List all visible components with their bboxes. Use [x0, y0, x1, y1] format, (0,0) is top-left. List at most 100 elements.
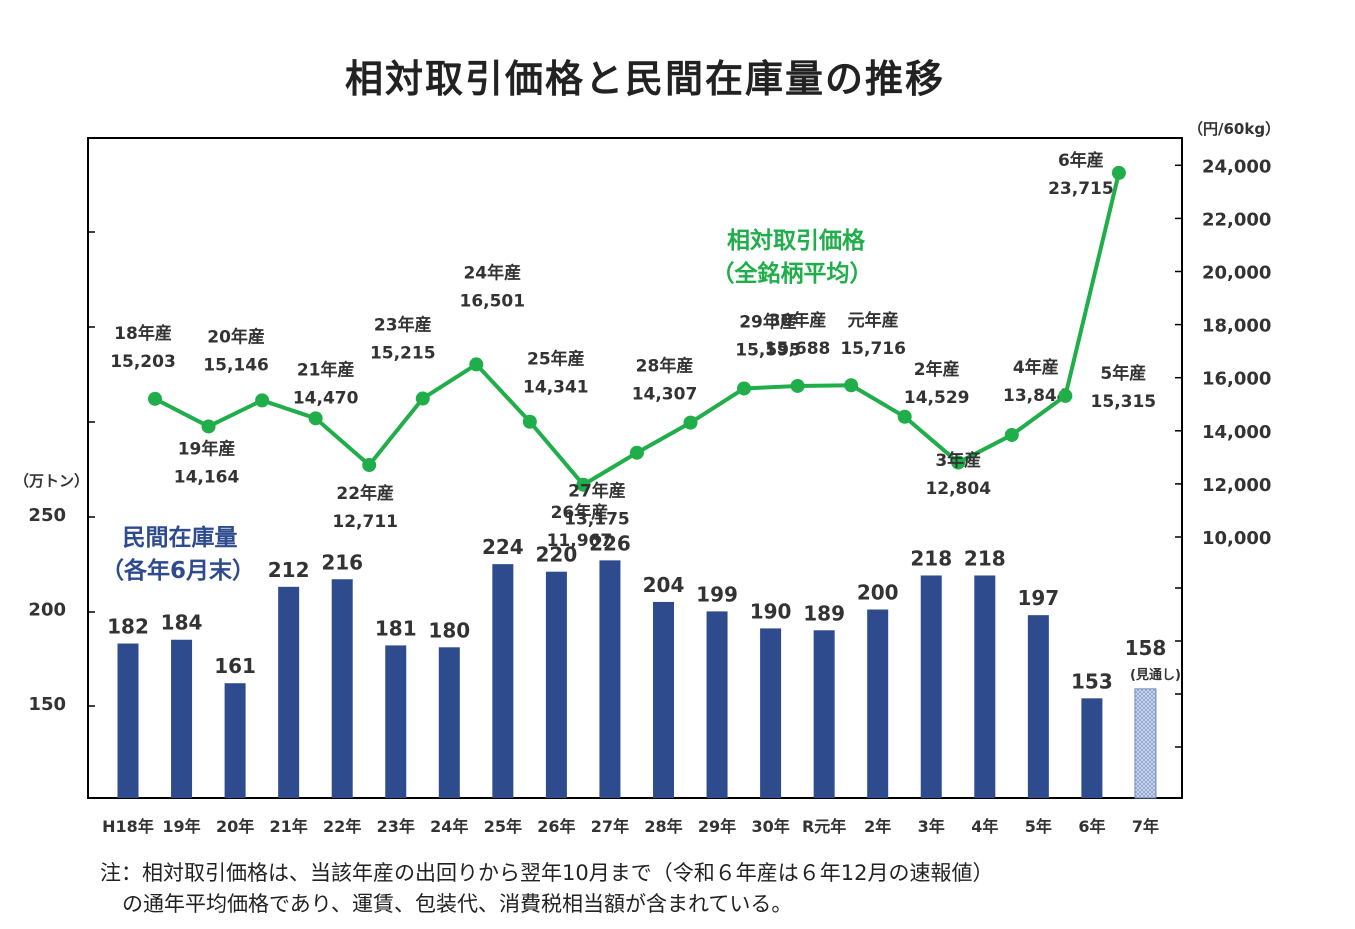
stock-bar-value: 189: [803, 601, 845, 625]
price-point-value: 12,804: [925, 479, 991, 499]
stock-bar: [331, 579, 353, 798]
price-point-name: 3年産: [935, 450, 981, 471]
footnote: 注：相対取引価格は、当該年産の出回りから翌年10月まで（令和６年産は６年12月の…: [100, 858, 993, 920]
category-label: 21年: [270, 817, 308, 836]
right-tick-label: 24,000: [1202, 156, 1271, 177]
price-point: [308, 411, 323, 426]
price-point-value: 15,315: [1091, 392, 1157, 412]
stock-bar-value: 216: [321, 550, 363, 574]
price-point: [844, 378, 859, 393]
price-point-value: 12,711: [332, 512, 398, 532]
price-point-value: 15,203: [110, 352, 176, 372]
price-point-value: 15,595: [735, 340, 801, 360]
stock-bar: [706, 611, 728, 798]
category-label: 19年: [162, 817, 200, 836]
footnote-line-1: 注：相対取引価格は、当該年産の出回りから翌年10月まで（令和６年産は６年12月の…: [100, 861, 994, 885]
stock-bar-value: 204: [643, 573, 685, 597]
price-point-value: 14,529: [904, 388, 970, 408]
price-point-value: 13,175: [564, 510, 630, 530]
price-point: [683, 415, 698, 430]
price-point-name: 26年産: [551, 502, 609, 523]
price-point-name: 元年産: [848, 310, 899, 331]
stock-bar: [867, 609, 889, 798]
stock-bar-value: 161: [214, 654, 256, 678]
category-label: 30年: [751, 817, 789, 836]
stock-bar-value: 158: [1125, 636, 1167, 660]
price-point-name: 30年産: [769, 310, 827, 331]
right-tick-label: 22,000: [1202, 209, 1271, 230]
category-label: 2年: [864, 817, 891, 836]
chart-title: 相対取引価格と民間在庫量の推移: [344, 57, 945, 101]
price-point: [790, 378, 805, 393]
right-tick-label: 16,000: [1202, 369, 1271, 390]
stock-bar: [1081, 698, 1103, 798]
price-line-series: 18年産 15,203 19年産 14,164 20年産 15,146 21年産 14,470…: [110, 150, 1156, 551]
price-point: [1111, 165, 1126, 180]
price-point: [362, 458, 377, 473]
right-axis-unit: （円/60kg）: [1188, 120, 1280, 138]
stock-bar-value: 199: [696, 582, 738, 606]
price-point: [201, 419, 216, 434]
right-tick-label: 14,000: [1202, 422, 1271, 443]
stock-bar-value: 197: [1017, 586, 1059, 610]
stock-bar: [385, 645, 407, 798]
price-point-value: 15,215: [370, 344, 436, 364]
price-point-name: 19年産: [178, 438, 236, 459]
stock-bar-value: 224: [482, 535, 524, 559]
right-tick-label: 10,000: [1202, 528, 1271, 549]
stock-bar: [974, 575, 996, 798]
stock-bar: [1134, 688, 1157, 799]
price-point-value: 14,341: [523, 378, 589, 398]
category-label: 22年: [323, 817, 361, 836]
price-line: [154, 172, 1121, 487]
category-label: 27年: [591, 817, 629, 836]
price-point: [415, 391, 430, 406]
stock-bar-value: 218: [964, 546, 1006, 570]
price-point: [897, 409, 912, 424]
price-point-name: 25年産: [527, 349, 585, 370]
price-point-name: 4年産: [1013, 357, 1059, 378]
price-point-value: 14,164: [174, 467, 240, 487]
category-label: 25年: [484, 817, 522, 836]
price-point-name: 22年産: [336, 483, 394, 504]
right-tick-label: 18,000: [1202, 316, 1271, 337]
line-series-label-line1: 相対取引価格: [727, 227, 866, 254]
price-point-name: 28年産: [636, 356, 694, 377]
stock-bar-value: 200: [857, 581, 899, 605]
price-point-value: 15,688: [765, 339, 831, 359]
stock-bar: [920, 575, 942, 798]
category-label: 5年: [1025, 817, 1052, 836]
price-point-value: 15,716: [840, 339, 906, 359]
price-point: [629, 445, 644, 460]
stock-bar-value: 181: [375, 616, 417, 640]
stock-bar-value: 184: [161, 611, 203, 635]
stock-bar: [278, 586, 300, 798]
price-point-value: 15,146: [203, 355, 269, 375]
stock-bar: [224, 683, 246, 798]
right-tick-label: 12,000: [1202, 475, 1271, 496]
price-point-name: 21年産: [297, 359, 355, 380]
stock-bar: [545, 571, 567, 798]
stock-bar: [171, 639, 193, 798]
category-axis: H18年 19年 20年 21年 22年 23年 24年 25年 26年 27年 28年 29年 30年…: [102, 817, 1159, 836]
bar-series: 182 184 161 212 216 181 180 224 220 226 204 199 190 1…: [107, 531, 1181, 799]
price-point-value: 14,470: [293, 388, 359, 408]
category-label: H18年: [102, 817, 154, 836]
left-tick-label: 250: [28, 505, 66, 526]
stock-bar: [117, 643, 139, 798]
plot-frame: [87, 137, 1183, 799]
left-axis: （万トン） 150 200 250: [14, 231, 95, 715]
category-label: 3年: [918, 817, 945, 836]
left-tick-label: 150: [28, 694, 66, 715]
category-label: R元年: [802, 817, 846, 836]
price-point: [1004, 427, 1019, 442]
category-label: 7年: [1132, 817, 1159, 836]
line-series-label-line2: （全銘柄平均）: [712, 260, 873, 287]
category-label: 29年: [698, 817, 736, 836]
stock-bar: [760, 628, 782, 798]
stock-bar: [438, 647, 460, 798]
stock-bar-value: 190: [750, 599, 792, 623]
category-label: 6年: [1078, 817, 1105, 836]
price-point: [469, 357, 484, 372]
